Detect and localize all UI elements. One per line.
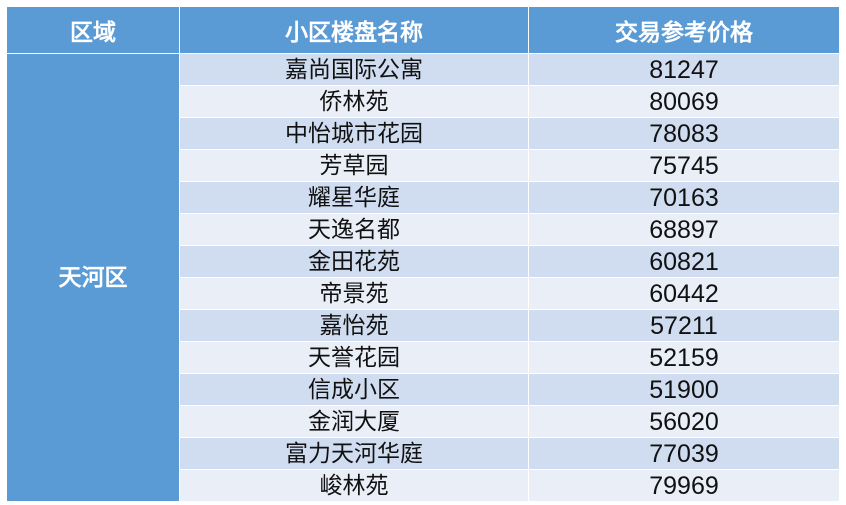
price-cell: 60442 <box>528 277 840 310</box>
price-cell: 70163 <box>528 181 840 214</box>
header-estate-name: 小区楼盘名称 <box>179 6 529 54</box>
price-cell: 80069 <box>528 85 840 118</box>
estate-name-cell: 天逸名都 <box>179 213 529 246</box>
table-row: 芳草园 75745 <box>7 149 840 182</box>
table-row: 金润大厦 56020 <box>7 405 840 438</box>
table-row: 天河区 嘉尚国际公寓 81247 <box>6 53 840 502</box>
header-region: 区域 <box>6 6 180 54</box>
table-row: 信成小区 51900 <box>7 373 840 406</box>
table-row: 峻林苑 79969 <box>7 469 840 502</box>
header-reference-price: 交易参考价格 <box>528 6 840 54</box>
table-row: 耀星华庭 70163 <box>7 181 840 214</box>
table-row: 天逸名都 68897 <box>7 213 840 246</box>
estate-name-cell: 嘉怡苑 <box>179 309 529 342</box>
price-cell: 78083 <box>528 117 840 150</box>
estate-name-cell: 峻林苑 <box>179 469 529 502</box>
estate-name-cell: 信成小区 <box>179 373 529 406</box>
estate-name-cell: 嘉尚国际公寓 <box>179 53 529 86</box>
price-cell: 81247 <box>528 53 840 86</box>
estate-name-cell: 金田花苑 <box>179 245 529 278</box>
estate-name-cell: 富力天河华庭 <box>179 437 529 470</box>
estate-name-cell: 耀星华庭 <box>179 181 529 214</box>
price-cell: 79969 <box>528 469 840 502</box>
estate-name-cell: 中怡城市花园 <box>179 117 529 150</box>
table-row: 富力天河华庭 77039 <box>7 437 840 470</box>
price-table: 区域 小区楼盘名称 交易参考价格 天河区 嘉尚国际公寓 81247 侨林苑 80… <box>6 6 840 502</box>
header-row: 区域 小区楼盘名称 交易参考价格 <box>6 6 840 54</box>
estate-name-cell: 帝景苑 <box>179 277 529 310</box>
estate-name-cell: 侨林苑 <box>179 85 529 118</box>
price-cell: 52159 <box>528 341 840 374</box>
estate-name-cell: 天誉花园 <box>179 341 529 374</box>
price-cell: 75745 <box>528 149 840 182</box>
table-row: 侨林苑 80069 <box>7 85 840 118</box>
price-cell: 68897 <box>528 213 840 246</box>
price-cell: 57211 <box>528 309 840 342</box>
region-cell: 天河区 <box>6 53 180 502</box>
price-cell: 51900 <box>528 373 840 406</box>
estate-name-cell: 金润大厦 <box>179 405 529 438</box>
price-cell: 60821 <box>528 245 840 278</box>
price-cell: 56020 <box>528 405 840 438</box>
table-row: 金田花苑 60821 <box>7 245 840 278</box>
estate-name-cell: 芳草园 <box>179 149 529 182</box>
price-cell: 77039 <box>528 437 840 470</box>
table-row: 帝景苑 60442 <box>7 277 840 310</box>
price-table-container: 区域 小区楼盘名称 交易参考价格 天河区 嘉尚国际公寓 81247 侨林苑 80… <box>6 6 840 502</box>
